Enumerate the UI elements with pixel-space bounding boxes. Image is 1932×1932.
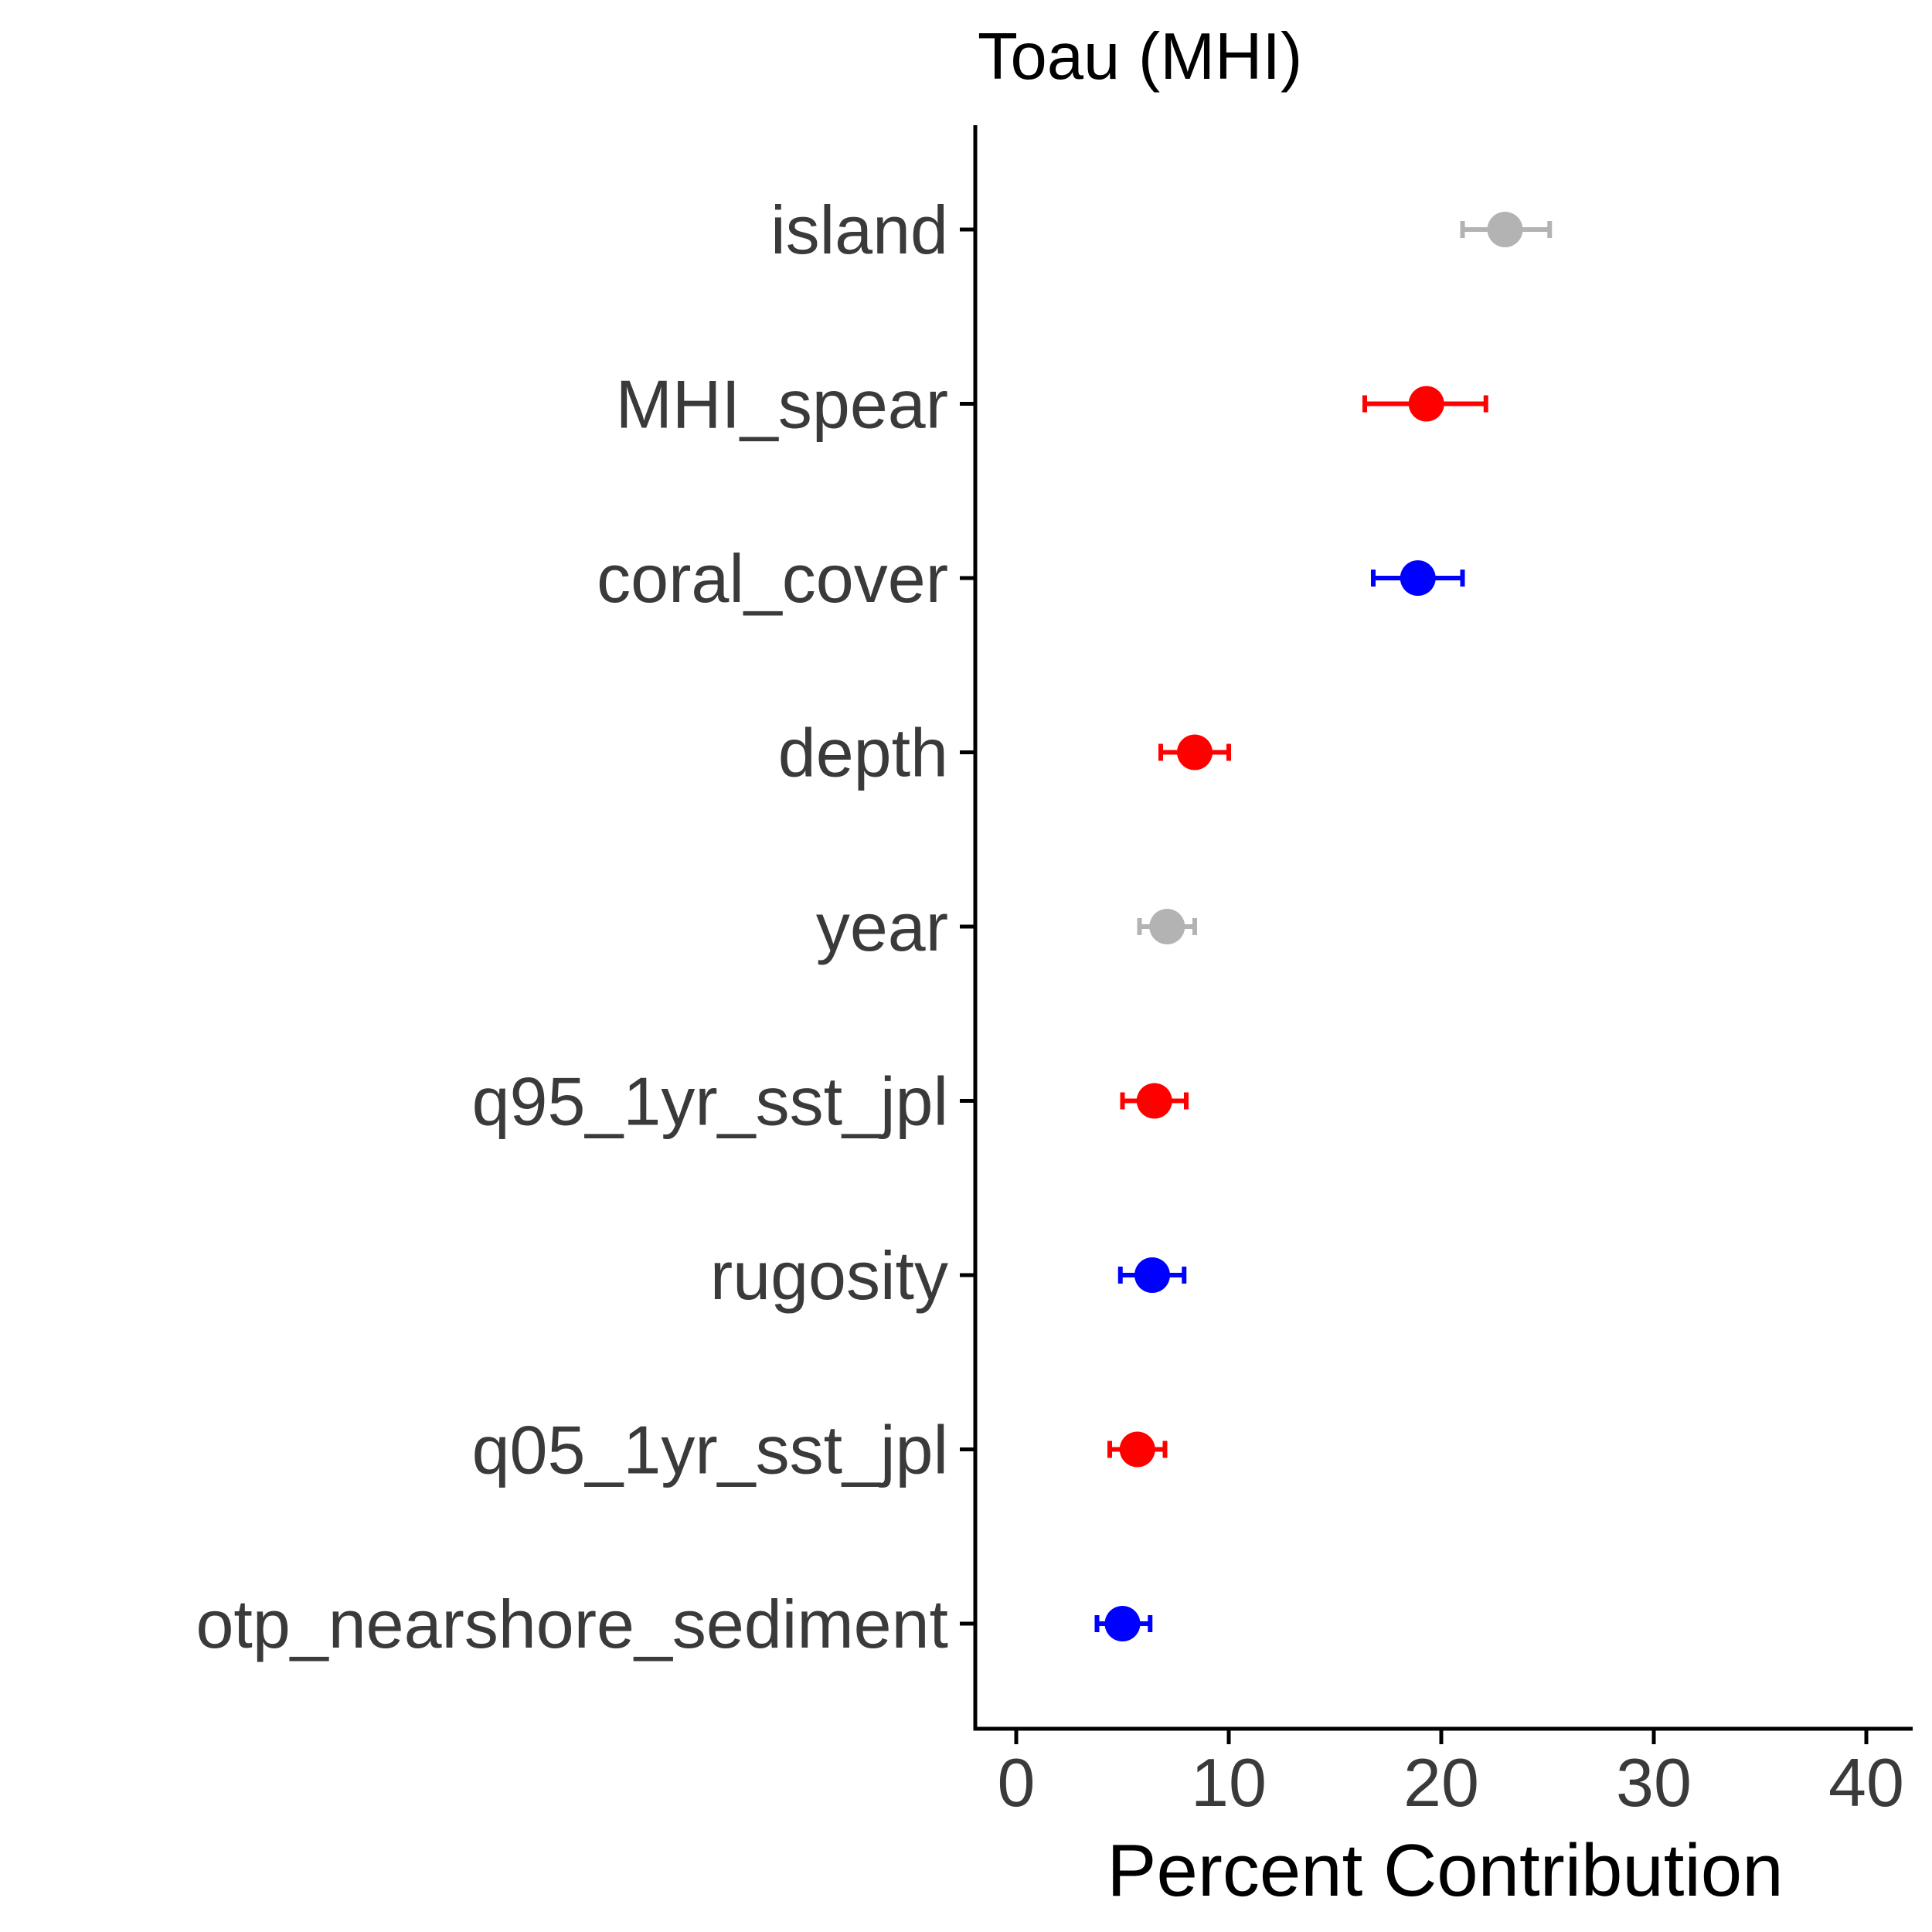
- data-point: [1400, 560, 1436, 596]
- y-tick-label: q05_1yr_sst_jpl: [472, 1412, 948, 1488]
- data-point: [1149, 909, 1185, 944]
- data-point: [1177, 734, 1213, 770]
- point-group: [1107, 1431, 1168, 1468]
- point-group: [1158, 734, 1231, 770]
- point-group: [1362, 386, 1488, 422]
- y-tick-label: q95_1yr_sst_jpl: [472, 1063, 948, 1140]
- x-tick-label: 0: [998, 1744, 1036, 1821]
- y-tick-label: rugosity: [710, 1237, 948, 1314]
- x-tick-label: 10: [1191, 1744, 1267, 1821]
- data-point: [1136, 1083, 1172, 1119]
- data-point: [1119, 1431, 1155, 1468]
- x-axis-title: Percent Contribution: [1107, 1829, 1783, 1912]
- y-tick-label: MHI_spear: [616, 366, 948, 443]
- data-point: [1408, 386, 1444, 422]
- y-tick-label: otp_nearshore_sediment: [196, 1586, 948, 1662]
- point-group: [1460, 212, 1553, 247]
- chart-title: Toau (MHI): [978, 20, 1302, 94]
- y-tick-label: island: [770, 192, 948, 268]
- point-group: [1137, 909, 1197, 944]
- point-group: [1094, 1606, 1153, 1641]
- y-tick-label: coral_cover: [597, 540, 948, 617]
- x-tick-label: 40: [1828, 1744, 1904, 1821]
- y-tick-label: depth: [778, 715, 948, 791]
- data-point: [1487, 212, 1523, 247]
- plot-area: [1094, 212, 1553, 1641]
- point-group: [1117, 1257, 1187, 1293]
- data-point: [1104, 1606, 1141, 1641]
- point-group: [1120, 1083, 1189, 1119]
- data-point: [1134, 1257, 1170, 1293]
- x-tick-label: 30: [1616, 1744, 1692, 1821]
- x-axis: 0 10 20 30 40: [973, 1726, 1913, 1821]
- point-group: [1371, 560, 1465, 596]
- x-tick-label: 20: [1403, 1744, 1479, 1821]
- y-tick-label: year: [816, 889, 948, 965]
